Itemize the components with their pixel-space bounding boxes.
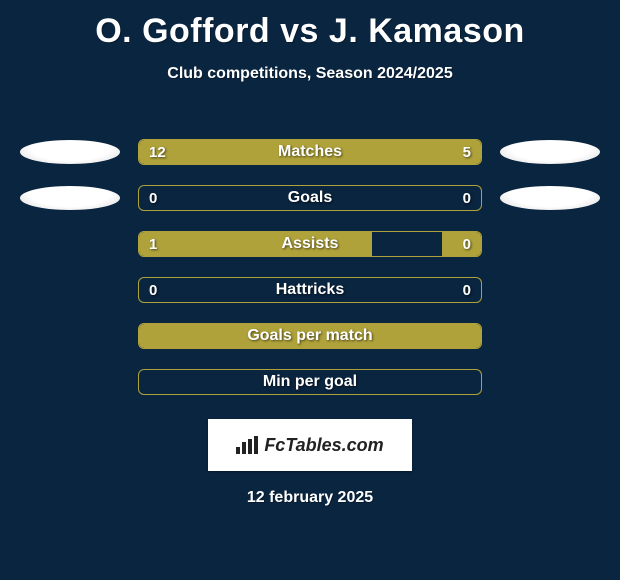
stat-value-right: 0 — [463, 278, 471, 302]
player-left-badge — [20, 140, 120, 164]
bar-fill-left — [139, 232, 372, 256]
stats-container: 125Matches00Goals10Assists00HattricksGoa… — [0, 129, 620, 405]
stat-label: Min per goal — [139, 370, 481, 394]
logo-text: FcTables.com — [264, 435, 383, 456]
stat-row: 10Assists — [0, 221, 620, 267]
stat-row: 125Matches — [0, 129, 620, 175]
stat-value-right: 5 — [463, 140, 471, 164]
stat-value-right: 0 — [463, 186, 471, 210]
stat-bar: 125Matches — [138, 139, 482, 165]
stat-value-left: 12 — [149, 140, 166, 164]
stat-row: 0 0Hattricks — [0, 267, 620, 313]
stat-row: Min per goal — [0, 359, 620, 405]
bar-fill-full — [139, 324, 481, 348]
page-title: O. Gofford vs J. Kamason — [0, 0, 620, 51]
stat-bar: 0 0Goals — [138, 185, 482, 211]
subtitle: Club competitions, Season 2024/2025 — [0, 65, 620, 83]
logo-bars-icon — [236, 436, 258, 454]
player-right-badge — [500, 186, 600, 210]
stat-value-left: 0 — [149, 186, 157, 210]
stat-row: 0 0Goals — [0, 175, 620, 221]
bar-fill-left — [139, 140, 372, 164]
stat-bar: 0 0Hattricks — [138, 277, 482, 303]
stat-value-left: 0 — [149, 278, 157, 302]
stat-row: Goals per match — [0, 313, 620, 359]
stat-bar: 10Assists — [138, 231, 482, 257]
date-text: 12 february 2025 — [0, 489, 620, 507]
player-left-badge — [20, 186, 120, 210]
stat-bar: Min per goal — [138, 369, 482, 395]
stat-value-right: 0 — [463, 232, 471, 256]
stat-bar: Goals per match — [138, 323, 482, 349]
logo-box: FcTables.com — [208, 419, 412, 471]
bar-fill-right — [442, 232, 481, 256]
stat-value-left: 1 — [149, 232, 157, 256]
stat-label: Goals — [139, 186, 481, 210]
stat-label: Hattricks — [139, 278, 481, 302]
player-right-badge — [500, 140, 600, 164]
